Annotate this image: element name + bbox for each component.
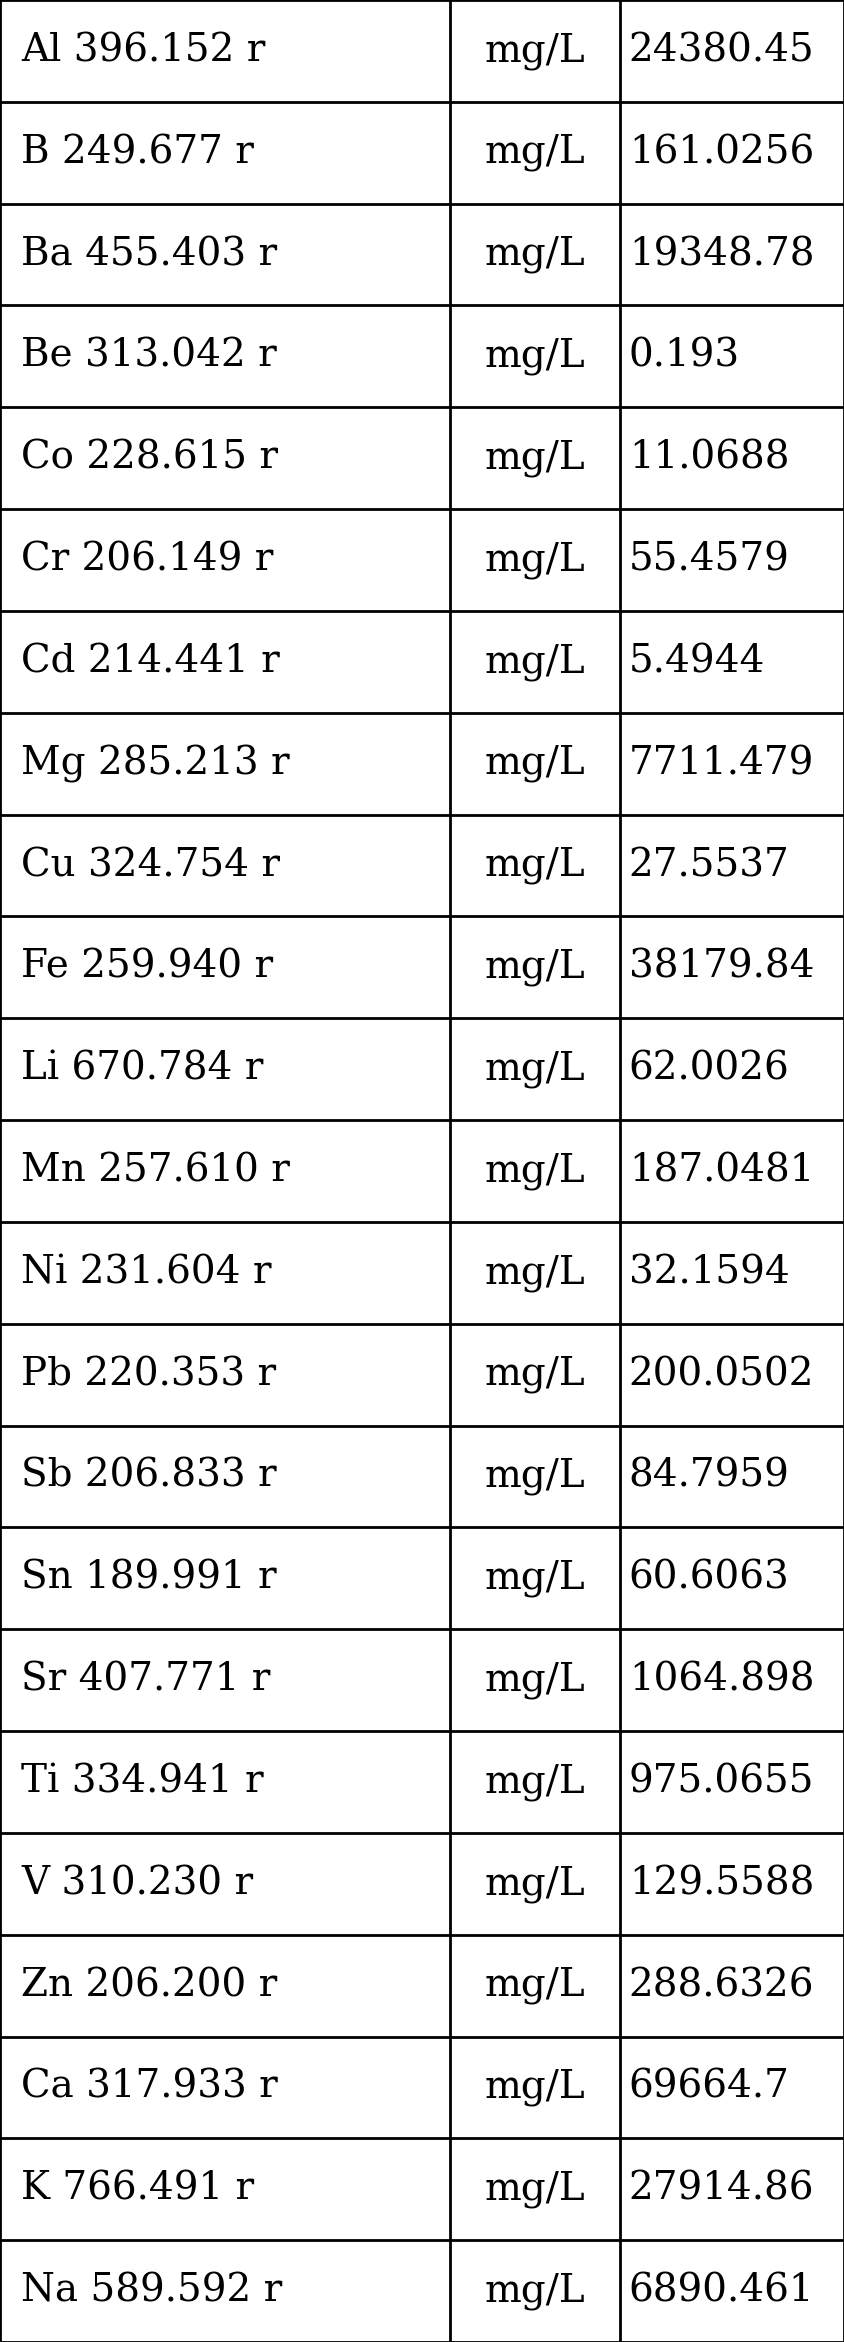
Text: mg/L: mg/L [484,237,586,274]
Text: 84.7959: 84.7959 [629,1459,790,1494]
Text: Sr 407.771 r: Sr 407.771 r [21,1660,270,1698]
Text: mg/L: mg/L [484,2068,586,2105]
Text: 161.0256: 161.0256 [629,133,814,171]
Text: mg/L: mg/L [484,1356,586,1393]
Text: mg/L: mg/L [484,949,586,986]
Text: mg/L: mg/L [484,745,586,782]
Text: Na 589.592 r: Na 589.592 r [21,2272,283,2309]
Text: K 766.491 r: K 766.491 r [21,2171,254,2209]
Text: 27914.86: 27914.86 [629,2171,814,2209]
Text: Mg 285.213 r: Mg 285.213 r [21,745,289,782]
Text: Sn 189.991 r: Sn 189.991 r [21,1560,277,1597]
Text: Ni 231.604 r: Ni 231.604 r [21,1255,272,1290]
Text: 62.0026: 62.0026 [629,1052,789,1087]
Text: Cr 206.149 r: Cr 206.149 r [21,541,273,578]
Text: mg/L: mg/L [484,440,586,478]
Text: mg/L: mg/L [484,1052,586,1089]
Text: Pb 220.353 r: Pb 220.353 r [21,1356,276,1393]
Text: 5.4944: 5.4944 [629,644,766,682]
Text: Be 313.042 r: Be 313.042 r [21,337,277,375]
Text: Fe 259.940 r: Fe 259.940 r [21,949,273,986]
Text: mg/L: mg/L [484,644,586,682]
Text: 0.193: 0.193 [629,337,740,375]
Text: mg/L: mg/L [484,2171,586,2209]
Text: mg/L: mg/L [484,33,586,70]
Text: mg/L: mg/L [484,1152,586,1190]
Text: 32.1594: 32.1594 [629,1255,789,1290]
Text: mg/L: mg/L [484,848,586,885]
Text: 69664.7: 69664.7 [629,2068,790,2105]
Text: mg/L: mg/L [484,1764,586,1801]
Text: 200.0502: 200.0502 [629,1356,814,1393]
Text: mg/L: mg/L [484,133,586,171]
Text: 27.5537: 27.5537 [629,848,789,883]
Text: Al 396.152 r: Al 396.152 r [21,33,266,70]
Text: Cd 214.441 r: Cd 214.441 r [21,644,280,682]
Text: 288.6326: 288.6326 [629,1967,814,2005]
Text: mg/L: mg/L [484,1253,586,1290]
Text: mg/L: mg/L [484,1560,586,1597]
Text: 187.0481: 187.0481 [629,1152,814,1190]
Text: Co 228.615 r: Co 228.615 r [21,440,279,478]
Text: Ca 317.933 r: Ca 317.933 r [21,2068,278,2105]
Text: mg/L: mg/L [484,1967,586,2005]
Text: 975.0655: 975.0655 [629,1764,814,1801]
Text: Cu 324.754 r: Cu 324.754 r [21,848,280,883]
Text: mg/L: mg/L [484,337,586,375]
Text: 38179.84: 38179.84 [629,949,814,986]
Text: 129.5588: 129.5588 [629,1864,814,1902]
Text: 60.6063: 60.6063 [629,1560,789,1597]
Text: mg/L: mg/L [484,541,586,578]
Text: Ti 334.941 r: Ti 334.941 r [21,1764,263,1801]
Text: 11.0688: 11.0688 [629,440,789,478]
Text: Li 670.784 r: Li 670.784 r [21,1052,263,1087]
Text: mg/L: mg/L [484,2272,586,2309]
Text: mg/L: mg/L [484,1864,586,1902]
Text: 19348.78: 19348.78 [629,237,814,274]
Text: Mn 257.610 r: Mn 257.610 r [21,1152,290,1190]
Text: Ba 455.403 r: Ba 455.403 r [21,237,277,274]
Text: B 249.677 r: B 249.677 r [21,133,254,171]
Text: 55.4579: 55.4579 [629,541,790,578]
Text: V 310.230 r: V 310.230 r [21,1864,253,1902]
Text: 1064.898: 1064.898 [629,1660,814,1698]
Text: Zn 206.200 r: Zn 206.200 r [21,1967,278,2005]
Text: Sb 206.833 r: Sb 206.833 r [21,1459,277,1494]
Text: mg/L: mg/L [484,1660,586,1698]
Text: 7711.479: 7711.479 [629,745,814,782]
Text: 24380.45: 24380.45 [629,33,814,70]
Text: 6890.461: 6890.461 [629,2272,814,2309]
Text: mg/L: mg/L [484,1457,586,1494]
